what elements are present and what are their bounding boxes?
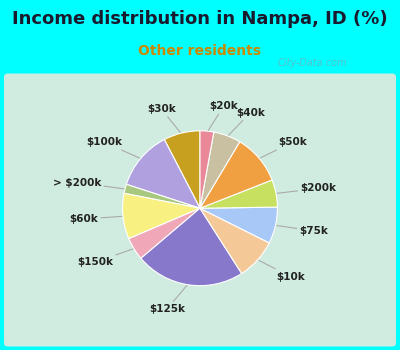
Wedge shape [200, 207, 278, 243]
Wedge shape [164, 131, 200, 208]
Text: $75k: $75k [277, 225, 328, 236]
Text: $125k: $125k [149, 285, 187, 314]
Text: > $200k: > $200k [53, 177, 124, 189]
Wedge shape [200, 132, 240, 208]
Text: $10k: $10k [259, 260, 305, 282]
Wedge shape [200, 142, 272, 208]
Wedge shape [126, 140, 200, 208]
Text: $20k: $20k [208, 102, 238, 130]
Text: $50k: $50k [260, 137, 307, 158]
Wedge shape [200, 208, 269, 273]
Text: City-Data.com: City-Data.com [277, 58, 347, 68]
Text: Other residents: Other residents [138, 44, 262, 58]
Wedge shape [124, 184, 200, 208]
Text: $40k: $40k [228, 107, 265, 135]
Wedge shape [141, 208, 242, 286]
Text: $100k: $100k [86, 137, 140, 158]
Text: $150k: $150k [77, 249, 133, 267]
Text: $60k: $60k [70, 214, 122, 224]
Text: $30k: $30k [147, 104, 180, 132]
Wedge shape [200, 180, 278, 208]
Wedge shape [122, 193, 200, 239]
Text: Income distribution in Nampa, ID (%): Income distribution in Nampa, ID (%) [12, 10, 388, 28]
Text: $200k: $200k [277, 183, 336, 194]
Wedge shape [200, 131, 214, 208]
Wedge shape [129, 208, 200, 258]
